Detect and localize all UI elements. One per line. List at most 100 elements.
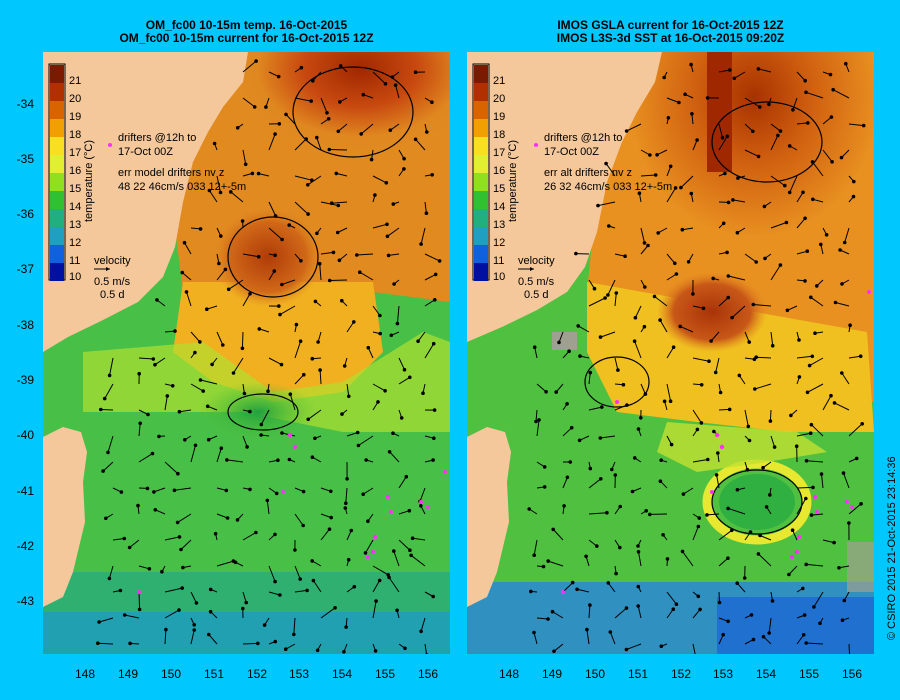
- velocity-vector: [822, 116, 832, 125]
- velocity-vector: [294, 374, 305, 385]
- tasmania-land: [467, 427, 511, 607]
- velocity-vector-head: [315, 231, 319, 236]
- velocity-vector: [848, 643, 851, 654]
- velocity-vector-head: [157, 434, 161, 439]
- velocity-vector-head: [99, 407, 103, 412]
- velocity-vector-head: [797, 375, 802, 379]
- drifter-markers: [561, 290, 871, 594]
- velocity-vector: [164, 395, 168, 411]
- velocity-vector-head: [595, 544, 599, 548]
- velocity-vector-head: [344, 625, 348, 629]
- velocity-vector-head: [107, 373, 112, 378]
- velocity-vector: [216, 448, 222, 463]
- velocity-vector-head: [598, 335, 603, 339]
- right-longitude-axis: 148 149 150 151 152 153 154 155 156: [499, 667, 862, 681]
- velocity-vector: [626, 123, 642, 132]
- velocity-vector-head: [301, 523, 306, 528]
- velocity-vector-head: [677, 100, 681, 105]
- velocity-vector-head: [557, 340, 561, 345]
- velocity-vector-head: [819, 472, 824, 476]
- lat-tick-label: -39: [17, 373, 35, 387]
- velocity-vector-head: [575, 587, 579, 592]
- velocity-vector-head: [574, 251, 578, 256]
- velocity-vector: [822, 539, 835, 544]
- velocity-vector-head: [585, 627, 589, 632]
- velocity-vector: [796, 217, 806, 229]
- velocity-vector-head: [198, 227, 203, 231]
- velocity-vector: [268, 591, 281, 596]
- velocity-vector: [268, 565, 276, 582]
- velocity-vector: [654, 296, 668, 307]
- velocity-vector-head: [554, 390, 558, 394]
- velocity-vector-head: [217, 261, 221, 266]
- velocity-vector-head: [542, 485, 547, 489]
- velocity-scale-label: 0.5 d: [524, 289, 548, 301]
- velocity-vector: [179, 409, 192, 413]
- velocity-vector-head: [851, 194, 856, 199]
- velocity-vector-head: [747, 438, 752, 443]
- velocity-vector-head: [276, 458, 280, 463]
- velocity-vector: [293, 617, 296, 635]
- velocity-vector-head: [358, 270, 362, 274]
- velocity-vector: [312, 580, 322, 593]
- velocity-vector-head: [754, 355, 759, 360]
- velocity-vector-head: [153, 508, 158, 512]
- velocity-vector-head: [395, 608, 399, 613]
- colorbar-label: temperature (°C): [83, 140, 95, 222]
- colorbar-swatch: [50, 191, 64, 209]
- velocity-vector: [552, 611, 564, 619]
- velocity-vector: [358, 435, 374, 446]
- velocity-vector-head: [313, 436, 317, 441]
- velocity-vector-head: [624, 606, 629, 610]
- velocity-vector: [758, 68, 772, 73]
- velocity-vector-head: [596, 203, 600, 208]
- velocity-vector: [770, 222, 787, 229]
- velocity-vector: [728, 275, 746, 281]
- velocity-vector: [320, 251, 334, 255]
- velocity-vector: [129, 539, 140, 548]
- colorbar-tick: 15: [493, 183, 505, 195]
- velocity-vector-head: [637, 191, 642, 195]
- velocity-vector-head: [569, 425, 574, 430]
- colorbar-swatch: [474, 173, 488, 191]
- velocity-vector: [634, 341, 642, 359]
- lon-tick-label: 153: [713, 667, 733, 681]
- velocity-vector-head: [273, 214, 278, 218]
- velocity-vector-head: [208, 609, 213, 614]
- velocity-vector-head: [603, 296, 607, 300]
- velocity-vector: [718, 123, 723, 138]
- velocity-vector-head: [378, 331, 383, 336]
- velocity-vector-head: [632, 339, 637, 344]
- velocity-vector-head: [399, 416, 404, 420]
- velocity-vector: [536, 383, 547, 393]
- lat-tick-label: -41: [17, 484, 35, 498]
- velocity-vector: [424, 343, 435, 359]
- colorbar-swatch: [50, 119, 64, 137]
- lon-tick-label: 151: [204, 667, 224, 681]
- velocity-vector-head: [180, 270, 185, 275]
- velocity-vector-head: [101, 469, 105, 473]
- velocity-vector-head: [172, 488, 177, 493]
- velocity-vector-head: [819, 242, 823, 247]
- velocity-vector-head: [384, 181, 389, 185]
- velocity-vector-head: [568, 460, 573, 464]
- right-title: IMOS GSLA current for 16-Oct-2015 12Z IM…: [467, 19, 874, 45]
- velocity-vector: [576, 588, 590, 593]
- colorbar-tick: 11: [493, 255, 504, 267]
- colorbar-swatch: [50, 101, 64, 119]
- velocity-vector-head: [756, 67, 761, 71]
- velocity-vector-head: [305, 588, 309, 593]
- velocity-vector-head: [610, 467, 614, 472]
- velocity-vector: [294, 97, 312, 102]
- lon-tick-label: 155: [799, 667, 819, 681]
- velocity-vector-head: [565, 402, 569, 406]
- velocity-vector-field: [96, 59, 442, 654]
- velocity-vector: [186, 291, 192, 307]
- velocity-vector-head: [828, 72, 833, 77]
- velocity-vector-head: [340, 298, 344, 303]
- velocity-vector-head: [266, 389, 270, 394]
- velocity-vector: [164, 536, 180, 541]
- velocity-vector: [753, 304, 772, 307]
- velocity-vector-head: [831, 87, 836, 92]
- velocity-vector-head: [767, 102, 771, 107]
